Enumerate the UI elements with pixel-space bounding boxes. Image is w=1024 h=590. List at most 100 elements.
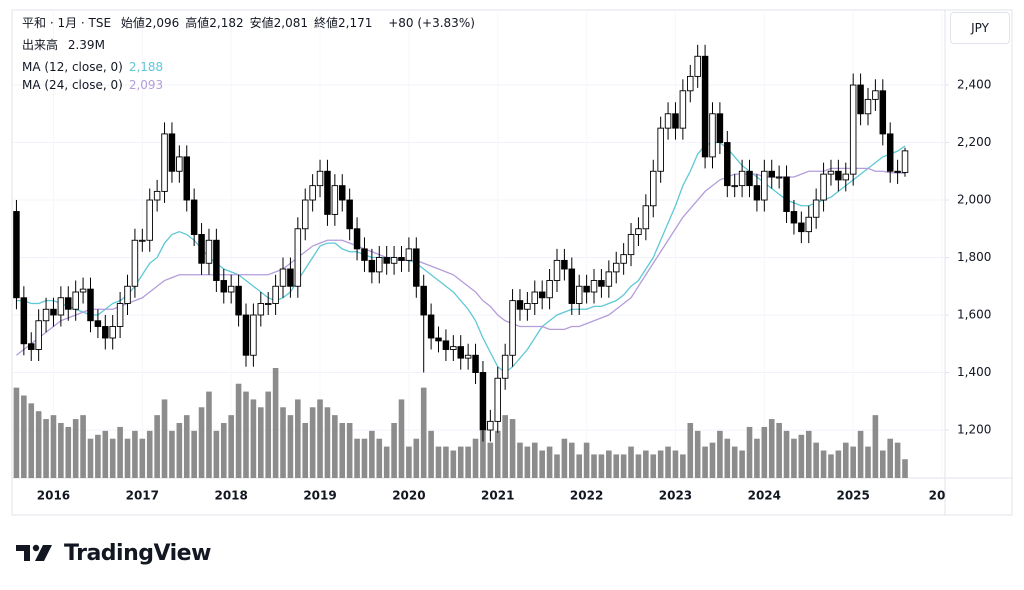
ohlc-value: 2,171	[338, 16, 373, 30]
candle-body	[72, 291, 79, 310]
x-tick-label: 2018	[214, 489, 247, 503]
volume-bar	[413, 438, 420, 478]
volume-bar	[139, 438, 146, 478]
change: +80 (+3.83%)	[388, 16, 475, 30]
volume-bar	[346, 423, 353, 478]
candle-body	[435, 337, 442, 342]
candle-body	[657, 127, 664, 172]
candle-body	[783, 176, 790, 212]
candle-body	[168, 133, 176, 172]
symbol: 平和 · 1月 · TSE	[22, 16, 112, 30]
volume-bar	[517, 442, 523, 478]
candle-body	[650, 170, 657, 207]
ma-legend: MA (12, close, 0) 2,188 MA (24, close, 0) 2…	[22, 58, 169, 94]
volume-bar	[694, 430, 701, 478]
volume-bar	[657, 450, 664, 478]
candle-body	[131, 239, 139, 287]
candle-body	[383, 257, 390, 264]
candle-body	[264, 303, 272, 305]
volume-bar	[235, 383, 242, 478]
candle-body	[309, 185, 316, 201]
candle-body	[146, 199, 153, 241]
candle-layer	[13, 44, 909, 442]
volume-bar	[746, 426, 753, 478]
volume-bar	[613, 454, 620, 478]
candle-body	[509, 300, 516, 356]
candle-body	[827, 170, 835, 175]
candle-body	[94, 320, 102, 327]
ohlc-value: 2,182	[209, 16, 244, 30]
candle-body	[183, 156, 191, 201]
candle-body	[346, 199, 353, 230]
volume-bar	[102, 430, 109, 478]
candle-body	[368, 259, 376, 273]
volume-bar	[680, 454, 686, 478]
volume-bar	[317, 399, 323, 478]
volume-bar	[124, 438, 131, 478]
candle-body	[102, 326, 109, 339]
candle-body	[257, 303, 265, 316]
volume-label: 出来高	[22, 38, 59, 52]
candle-body	[479, 372, 487, 431]
volume-bar	[406, 446, 412, 478]
candle-body	[664, 113, 672, 129]
candle-body	[501, 354, 509, 379]
candle-body	[879, 90, 887, 135]
candle-body	[835, 170, 842, 181]
volume-bar	[183, 415, 190, 478]
volume-bar	[369, 430, 375, 478]
volume-bar	[287, 415, 294, 478]
volume-bar	[72, 419, 79, 478]
candle-body	[427, 314, 435, 339]
volume-bar	[791, 438, 797, 478]
candle-body	[87, 288, 94, 322]
volume-bar	[265, 391, 272, 478]
volume-bar	[243, 391, 249, 478]
volume-bar	[539, 450, 545, 478]
candle-body	[250, 314, 257, 356]
x-tick-label: 2022	[570, 489, 603, 503]
candle-body	[635, 228, 642, 235]
candle-body	[161, 133, 168, 192]
brand-name: TradingView	[64, 540, 211, 566]
volume-bar	[206, 391, 212, 478]
candle-body	[790, 211, 798, 224]
volume-bar	[531, 442, 538, 478]
volume-bar	[842, 442, 849, 478]
volume-bar	[813, 442, 819, 478]
candle-body	[376, 257, 383, 273]
candle-body	[886, 133, 894, 172]
candle-body	[531, 291, 539, 304]
candle-body	[442, 340, 450, 350]
volume-bar	[783, 430, 790, 478]
volume-bar	[502, 415, 508, 478]
volume-bar	[620, 454, 627, 478]
volume-layer	[13, 368, 908, 478]
candle-body	[331, 185, 339, 215]
candle-body	[842, 173, 850, 181]
volume-bar	[198, 407, 205, 478]
volume-bar	[80, 415, 86, 478]
chart-frame	[11, 9, 1013, 516]
candle-body	[339, 185, 346, 201]
volume-bar	[420, 387, 427, 478]
volume-bar	[857, 430, 864, 478]
ohlc-label: 終値	[314, 16, 339, 30]
currency-button[interactable]: JPY	[950, 12, 1010, 44]
header-line: 平和 · 1月 · TSE 始値2,096 高値2,182 安値2,081 終値2,1…	[22, 14, 481, 32]
candle-body	[775, 176, 783, 179]
candle-body	[109, 326, 116, 339]
volume-bar	[154, 415, 160, 478]
volume-bar	[628, 446, 634, 478]
candle-body	[857, 84, 864, 115]
volume-bar	[702, 446, 708, 478]
volume-bar	[509, 419, 516, 478]
volume-bar	[50, 415, 57, 478]
volume-legend: 出来高 2.39M	[22, 36, 111, 54]
candle-body	[57, 297, 65, 316]
volume-bar	[554, 454, 560, 478]
y-tick-label: 1,600	[957, 308, 991, 322]
candle-body	[20, 297, 28, 345]
candle-body	[472, 354, 479, 373]
